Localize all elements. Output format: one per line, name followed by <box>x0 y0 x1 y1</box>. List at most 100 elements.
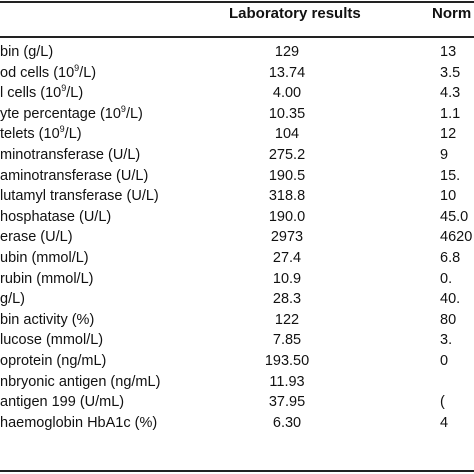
row-normal-value: 10 <box>440 188 457 205</box>
row-lab-value: 7.85 <box>272 332 302 349</box>
parameter-name-text: oprotein (ng/mL) <box>0 352 107 369</box>
row-normal-value: 4.3 <box>440 85 461 102</box>
parameter-name-text: yte percentage (10 <box>0 105 121 122</box>
row-parameter-name: ubin (mmol/L) <box>0 248 89 269</box>
table-row: nbryonic antigen (ng/mL) 11.93 <box>0 372 474 393</box>
table-header-rule <box>0 36 474 38</box>
row-lab-value: 10.9 <box>272 270 302 287</box>
table-row: lutamyl transferase (U/L) 318.8 10 <box>0 186 474 207</box>
parameter-name-text: rubin (mmol/L) <box>0 270 94 287</box>
table-row: hosphatase (U/L) 190.0 45.0 <box>0 207 474 228</box>
row-lab-value: 193.50 <box>264 352 310 369</box>
row-lab-value: 37.95 <box>268 394 306 411</box>
row-parameter-name: g/L) <box>0 289 25 310</box>
parameter-unit-tail: /L) <box>125 105 143 122</box>
table-row: antigen 199 (U/mL) 37.95 ( <box>0 392 474 413</box>
parameter-name-text: hosphatase (U/L) <box>0 208 112 225</box>
row-parameter-name: rubin (mmol/L) <box>0 269 93 290</box>
parameter-name-text: antigen 199 (U/mL) <box>0 394 125 411</box>
row-normal-value: 40. <box>440 291 461 308</box>
row-parameter-name: lucose (mmol/L) <box>0 330 103 351</box>
row-lab-value: 2973 <box>270 229 304 246</box>
parameter-unit-exponent: 9 <box>59 124 65 135</box>
parameter-name-text: l cells (10 <box>0 85 62 102</box>
parameter-name-text: od cells (10 <box>0 64 75 81</box>
row-normal-value: 13 <box>440 44 457 60</box>
row-normal-value: 0. <box>440 270 453 287</box>
row-parameter-name: bin activity (%) <box>0 310 94 331</box>
row-normal-value: 4 <box>440 414 449 431</box>
row-parameter-name: yte percentage (109/L) <box>0 104 143 125</box>
table-top-rule <box>0 1 474 3</box>
table-row: bin (g/L) 129 13 <box>0 42 474 63</box>
parameter-name-text: ubin (mmol/L) <box>0 249 89 266</box>
parameter-name-text: aminotransferase (U/L) <box>0 167 149 184</box>
row-lab-value: 190.0 <box>268 208 306 225</box>
row-lab-value: 10.35 <box>268 105 306 122</box>
row-normal-value: 3.5 <box>440 64 461 81</box>
table-row: lucose (mmol/L) 7.85 3. <box>0 330 474 351</box>
row-normal-value: 3. <box>440 332 453 349</box>
row-lab-value: 104 <box>274 126 300 143</box>
table-row: bin activity (%) 122 80 <box>0 310 474 331</box>
row-lab-value: 13.74 <box>268 64 306 81</box>
row-lab-value: 275.2 <box>268 146 306 163</box>
row-normal-value: 45.0 <box>440 208 469 225</box>
table-row: ubin (mmol/L) 27.4 6.8 <box>0 248 474 269</box>
parameter-name-text: minotransferase (U/L) <box>0 146 141 163</box>
row-normal-value: 0 <box>440 352 449 369</box>
table-row: oprotein (ng/mL) 193.50 0 <box>0 351 474 372</box>
parameter-unit-tail: /L) <box>79 64 97 81</box>
parameter-name-text: bin (g/L) <box>0 44 54 60</box>
table-row: aminotransferase (U/L) 190.5 15. <box>0 166 474 187</box>
parameter-name-text: bin activity (%) <box>0 311 95 328</box>
row-lab-value: 11.93 <box>269 373 305 390</box>
parameter-unit-exponent: 9 <box>61 83 67 94</box>
table-row: erase (U/L) 2973 4620 <box>0 227 474 248</box>
row-lab-value: 6.30 <box>272 414 302 431</box>
table-bottom-rule <box>0 470 474 472</box>
row-parameter-name: oprotein (ng/mL) <box>0 351 106 372</box>
row-normal-value: 6.8 <box>440 249 461 266</box>
row-parameter-name: antigen 199 (U/mL) <box>0 392 124 413</box>
table-row: haemoglobin HbA1c (%) 6.30 4 <box>0 413 474 434</box>
row-normal-value: 1.1 <box>440 105 461 122</box>
row-normal-value: 9 <box>440 146 449 163</box>
header-laboratory-results: Laboratory results <box>229 5 361 22</box>
row-normal-value: 80 <box>440 311 457 328</box>
row-lab-value: 129 <box>274 44 300 60</box>
table-row: rubin (mmol/L) 10.9 0. <box>0 269 474 290</box>
parameter-name-text: telets (10 <box>0 126 60 143</box>
table-body: bin (g/L) 129 13 od cells (109/L) 13.74 3.5 l … <box>0 42 474 433</box>
parameter-name-text: lutamyl transferase (U/L) <box>0 188 159 205</box>
row-normal-value: 4620 <box>440 229 473 246</box>
row-parameter-name: erase (U/L) <box>0 227 73 248</box>
parameter-name-text: lucose (mmol/L) <box>0 332 104 349</box>
row-parameter-name: bin (g/L) <box>0 42 53 63</box>
row-lab-value: 28.3 <box>272 291 302 308</box>
table-row: yte percentage (109/L) 10.35 1.1 <box>0 104 474 125</box>
parameter-name-text: nbryonic antigen (ng/mL) <box>0 373 161 390</box>
table-row: l cells (109/L) 4.00 4.3 <box>0 83 474 104</box>
parameter-name-text: haemoglobin HbA1c (%) <box>0 414 158 431</box>
table-row: g/L) 28.3 40. <box>0 289 474 310</box>
row-parameter-name: od cells (109/L) <box>0 63 96 84</box>
row-parameter-name: lutamyl transferase (U/L) <box>0 186 159 207</box>
row-parameter-name: haemoglobin HbA1c (%) <box>0 413 157 434</box>
table-row: telets (109/L) 104 12 <box>0 124 474 145</box>
row-parameter-name: nbryonic antigen (ng/mL) <box>0 372 160 393</box>
row-parameter-name: aminotransferase (U/L) <box>0 166 148 187</box>
row-parameter-name: hosphatase (U/L) <box>0 207 111 228</box>
table-row: od cells (109/L) 13.74 3.5 <box>0 63 474 84</box>
row-normal-value: 12 <box>440 126 457 143</box>
row-lab-value: 190.5 <box>268 167 306 184</box>
row-lab-value: 122 <box>274 311 300 328</box>
row-lab-value: 4.00 <box>272 85 302 102</box>
row-parameter-name: telets (109/L) <box>0 124 82 145</box>
parameter-unit-exponent: 9 <box>120 103 126 114</box>
parameter-unit-exponent: 9 <box>74 62 80 73</box>
row-parameter-name: minotransferase (U/L) <box>0 145 140 166</box>
row-normal-value: ( <box>440 394 445 411</box>
parameter-unit-tail: /L) <box>64 126 82 143</box>
